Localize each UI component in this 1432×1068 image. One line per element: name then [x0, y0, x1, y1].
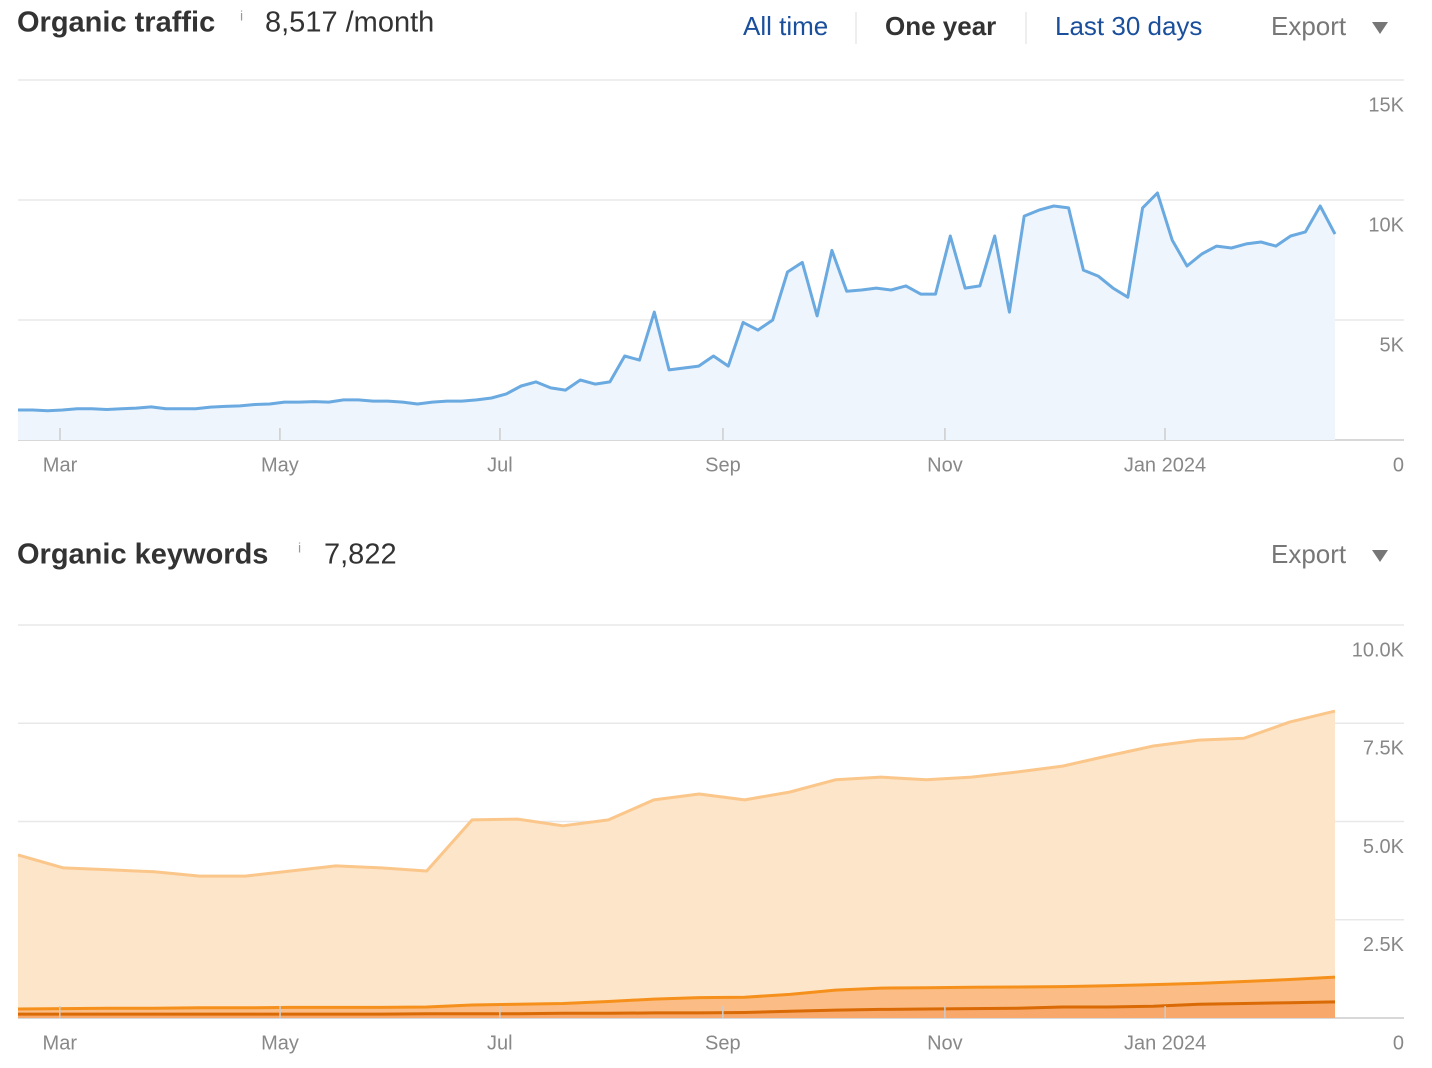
y-tick-label: 2.5K [1363, 934, 1405, 956]
x-tick-label: Jan 2024 [1124, 1032, 1206, 1054]
total: 8,517 /month [265, 7, 434, 39]
dropdown-arrow[interactable] [1372, 22, 1388, 34]
area-fill [18, 711, 1335, 1018]
x-tick-label: Jan 2024 [1124, 454, 1206, 476]
export-button[interactable]: Export [1271, 11, 1347, 41]
x-tick-label: Jul [487, 1032, 513, 1054]
area-fill [18, 193, 1335, 440]
y-tick-label: 5K [1380, 334, 1405, 356]
y-tick-label: 15K [1368, 94, 1404, 116]
y-tick-label: 5.0K [1363, 836, 1405, 858]
x-tick-label: Jul [487, 454, 513, 476]
chart-title: Organic traffic [17, 7, 215, 39]
range-tab[interactable]: All time [743, 11, 828, 41]
line [17, 975, 1336, 1011]
x-tick-label: Mar [43, 1032, 78, 1054]
y-tick-label: 10.0K [1352, 639, 1405, 661]
export-button[interactable]: Export [1271, 539, 1347, 569]
y-tick-label: 0 [1393, 454, 1404, 476]
range-tab[interactable]: Last 30 days [1055, 11, 1202, 41]
x-tick-label: Sep [705, 1032, 741, 1054]
y-tick-label: 0 [1393, 1032, 1404, 1054]
x-tick-label: Mar [43, 454, 78, 476]
x-tick-label: Nov [927, 454, 963, 476]
info-icon[interactable]: i [240, 8, 243, 24]
dropdown-arrow[interactable] [1372, 550, 1388, 562]
x-tick-label: May [261, 1032, 299, 1054]
x-tick-label: Nov [927, 1032, 963, 1054]
total: 7,822 [324, 539, 397, 571]
line [18, 1000, 1336, 1016]
line [17, 709, 1336, 878]
y-tick-label: 7.5K [1363, 738, 1405, 760]
x-tick-label: May [261, 454, 299, 476]
line [18, 191, 1337, 413]
area-fill [18, 1001, 1335, 1018]
range-tab[interactable]: One year [885, 11, 996, 41]
y-tick-label: 10K [1368, 214, 1404, 236]
chart-title: Organic keywords [17, 539, 268, 571]
x-tick-label: Sep [705, 454, 741, 476]
info-icon[interactable]: i [298, 540, 301, 556]
